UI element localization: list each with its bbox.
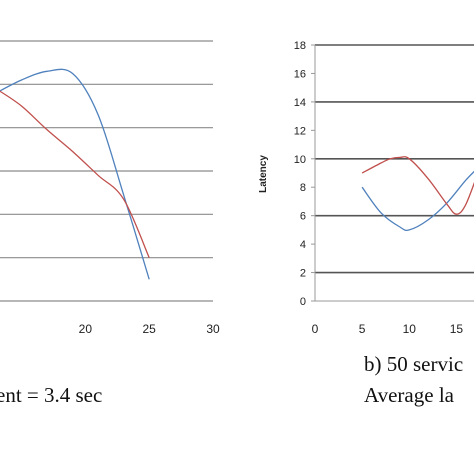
right-caption-line-1: b) 50 servic [364,352,464,376]
right-caption-line-2: Average la [364,383,454,407]
right-x-tick-label: 15 [450,322,464,336]
left-caption: ent = 3.4 sec [0,383,103,407]
left-x-tick-label: 30 [206,322,220,336]
right-y-tick-label: 14 [294,97,306,109]
right-y-tick-label: 16 [294,68,306,80]
right-series-line [361,156,474,215]
left-series-line [0,68,150,280]
right-y-tick-label: 6 [300,211,306,223]
right-y-axis-label: Latency [258,155,269,193]
right-x-tick-label: 0 [312,322,319,336]
right-y-tick-label: 4 [300,239,306,251]
right-y-tick-label: 8 [300,182,306,194]
right-series-line [361,170,474,232]
left-chart-panel: 20 25 30 [0,40,220,336]
right-y-tick-label: 10 [294,154,306,166]
right-x-tick-label: 5 [359,322,366,336]
right-x-tick-label: 10 [403,322,417,336]
left-x-tick-label: 25 [142,322,156,336]
right-y-tick-label: 12 [294,125,306,137]
right-y-tick-label: 18 [294,40,306,52]
right-y-tick-label: 0 [300,296,306,308]
right-chart-panel: Latency 0 2 4 6 8 10 12 14 16 18 0 5 10 15 [258,40,474,336]
left-series-line [0,90,150,258]
left-x-tick-label: 20 [79,322,93,336]
right-y-tick-label: 2 [300,268,306,280]
